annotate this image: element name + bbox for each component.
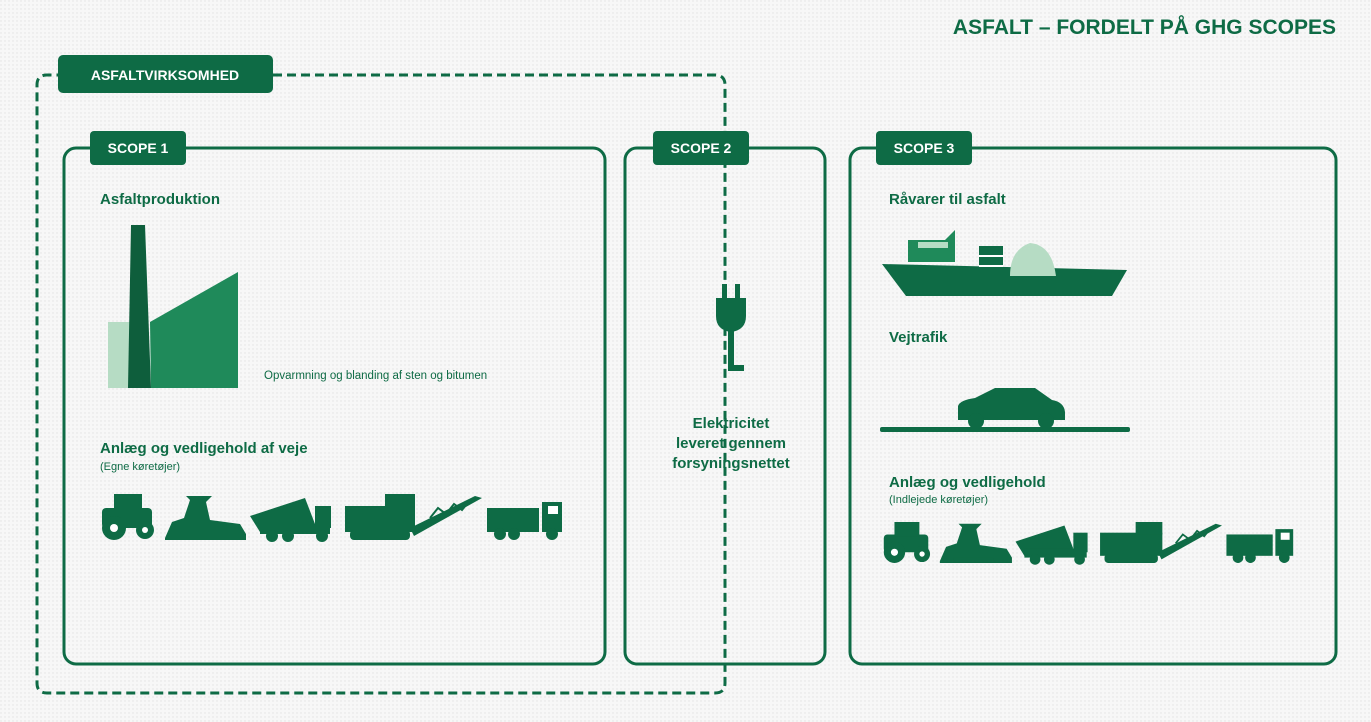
scope2-text: leveret gennem: [676, 435, 786, 452]
scope1-label: SCOPE 1: [108, 140, 169, 156]
scope2-text: forsyningsnettet: [672, 455, 790, 472]
section-sub: (Indlejede køretøjer): [889, 494, 988, 506]
section-note: Opvarmning og blanding af sten og bitume…: [264, 370, 487, 382]
scope3-label: SCOPE 3: [894, 140, 955, 156]
section-heading: Anlæg og vedligehold: [889, 474, 1046, 491]
page-title: ASFALT – FORDELT PÅ GHG SCOPES: [953, 15, 1336, 39]
section-heading: Asfaltproduktion: [100, 191, 220, 208]
company-label: ASFALTVIRKSOMHED: [91, 67, 239, 83]
scope2-text: Elektricitet: [693, 415, 770, 432]
page: ASFALT – FORDELT PÅ GHG SCOPES ASFALTVIR…: [0, 0, 1371, 722]
section-heading: Vejtrafik: [889, 329, 948, 346]
section-heading: Anlæg og vedligehold af veje: [100, 440, 308, 457]
section-heading: Råvarer til asfalt: [889, 191, 1006, 208]
section-sub: (Egne køretøjer): [100, 461, 180, 473]
diagram: ASFALT – FORDELT PÅ GHG SCOPES ASFALTVIR…: [0, 0, 1371, 722]
scope2-label: SCOPE 2: [671, 140, 732, 156]
